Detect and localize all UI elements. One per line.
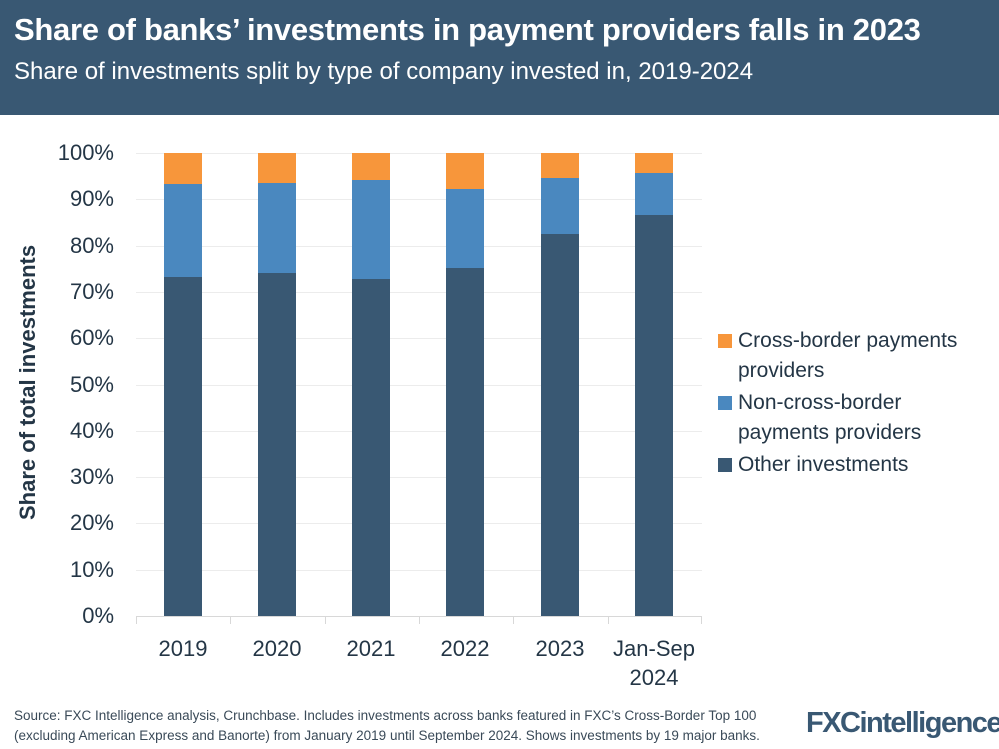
x-tick-label: 2023 <box>535 636 585 661</box>
chart-subtitle: Share of investments split by type of co… <box>14 58 754 85</box>
legend-swatch-icon <box>718 334 732 348</box>
x-tick-label: Jan-Sep 2024 <box>613 636 695 690</box>
y-tick-label: 100% <box>57 140 114 165</box>
gridline <box>136 477 702 479</box>
bar-segment <box>635 172 673 216</box>
gridline <box>136 291 702 293</box>
gridline <box>136 245 702 247</box>
gridline <box>136 199 702 201</box>
x-tick-label: 2021 <box>346 636 396 661</box>
bar-segment <box>164 184 202 278</box>
x-tick-label: 2019 <box>158 636 208 661</box>
bar-segment <box>352 278 390 616</box>
bar-segment <box>446 153 484 190</box>
gridline <box>136 338 702 340</box>
bar-segment <box>352 179 390 279</box>
stacked-bar <box>635 153 673 616</box>
y-tick-label: 20% <box>69 510 114 536</box>
legend-label: Cross-border payments providers <box>738 329 958 382</box>
bar-segment <box>164 153 202 185</box>
bar-segment <box>258 183 296 273</box>
legend-swatch-icon <box>718 396 732 410</box>
bar-segment <box>258 272 296 616</box>
gridline <box>136 384 702 386</box>
y-tick-label: 80% <box>69 232 114 258</box>
bar-segment <box>541 178 579 235</box>
x-tick-mark <box>418 616 420 624</box>
y-tick-label: 40% <box>69 417 114 443</box>
bar-segment <box>352 153 390 180</box>
logo-intelligence: intelligence <box>859 707 999 739</box>
stacked-bar <box>164 153 202 616</box>
chart-title: Share of banks’ investments in payment p… <box>14 12 921 47</box>
x-tick-mark <box>136 616 137 624</box>
stacked-bar <box>446 153 484 616</box>
bar-segment <box>164 277 202 616</box>
stacked-bar <box>352 153 390 616</box>
y-tick-label: 90% <box>69 186 114 212</box>
bar-segment <box>446 189 484 268</box>
legend-item: Cross-border payments providers <box>718 326 988 386</box>
x-tick-label: 2022 <box>440 636 490 661</box>
y-tick-label: 30% <box>69 464 114 490</box>
legend-label: Non-cross-border payments providers <box>738 391 922 444</box>
bar-segment <box>541 234 579 616</box>
legend-label: Other investments <box>738 453 909 476</box>
x-tick-mark <box>230 616 232 624</box>
y-tick-label: 10% <box>69 556 114 582</box>
source-note: Source: FXC Intelligence analysis, Crunc… <box>14 708 760 743</box>
gridline <box>136 569 702 571</box>
legend-item: Other investments <box>718 450 988 480</box>
gridline <box>136 153 702 154</box>
legend-swatch-icon <box>718 458 732 472</box>
bar-segment <box>258 153 296 184</box>
y-tick-label: 0% <box>82 603 114 628</box>
fxc-intelligence-logo: FXCintelligence <box>806 707 999 740</box>
legend: Cross-border payments providers Non-cross… <box>718 326 988 482</box>
x-tick-mark <box>324 616 326 624</box>
y-axis-ticks: 100% 90% 80% 70% 60% 50% 40% 30% 20% 10% 0% <box>30 0 114 749</box>
gridline <box>136 430 702 432</box>
legend-item: Non-cross-border payments providers <box>718 388 988 448</box>
header-banner: Share of banks’ investments in payment p… <box>0 0 999 115</box>
stacked-bar <box>258 153 296 616</box>
y-tick-label: 70% <box>69 278 114 304</box>
x-tick-mark <box>607 616 609 624</box>
y-tick-label: 50% <box>69 371 114 397</box>
x-tick-mark <box>701 616 702 624</box>
y-tick-label: 60% <box>69 325 114 351</box>
logo-fxc: FXC <box>806 707 861 739</box>
stacked-bar <box>541 153 579 616</box>
x-tick-label: 2020 <box>252 636 302 661</box>
bar-segment <box>541 153 579 179</box>
bar-segment <box>635 153 673 173</box>
x-tick-mark <box>513 616 515 624</box>
bar-segment <box>446 267 484 616</box>
gridline <box>136 523 702 525</box>
bar-segment <box>635 215 673 616</box>
